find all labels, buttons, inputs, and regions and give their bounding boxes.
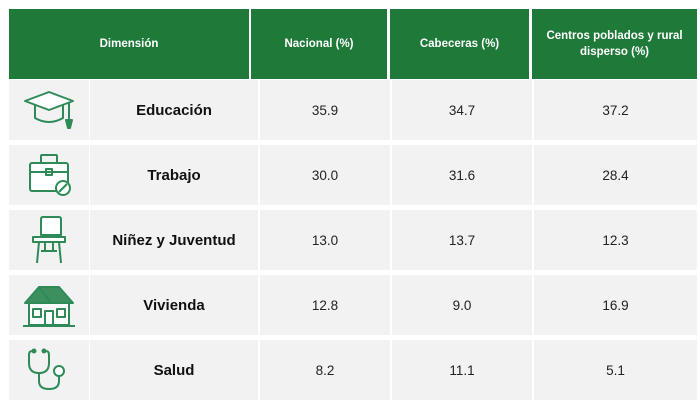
header-nacional: Nacional (%) bbox=[251, 9, 387, 79]
centros-value: 28.4 bbox=[534, 145, 697, 205]
table-row: Trabajo 30.0 31.6 28.4 bbox=[9, 145, 697, 205]
centros-value: 5.1 bbox=[534, 340, 697, 400]
table-row: Educación 35.9 34.7 37.2 bbox=[9, 80, 697, 140]
nacional-value: 30.0 bbox=[260, 145, 390, 205]
cabeceras-value: 34.7 bbox=[392, 80, 532, 140]
briefcase-icon bbox=[29, 154, 71, 196]
nacional-value: 12.8 bbox=[260, 275, 390, 335]
dimension-label: Niñez y Juventud bbox=[90, 210, 258, 270]
table-row: Salud 8.2 11.1 5.1 bbox=[9, 340, 697, 400]
icon-cell bbox=[9, 275, 89, 335]
table-row: Vivienda 12.8 9.0 16.9 bbox=[9, 275, 697, 335]
table-row: Niñez y Juventud 13.0 13.7 12.3 bbox=[9, 210, 697, 270]
graduation-cap-icon bbox=[24, 91, 74, 129]
nacional-value: 8.2 bbox=[260, 340, 390, 400]
nacional-value: 13.0 bbox=[260, 210, 390, 270]
centros-value: 16.9 bbox=[534, 275, 697, 335]
icon-cell bbox=[9, 210, 89, 270]
cabeceras-value: 31.6 bbox=[392, 145, 532, 205]
cabeceras-value: 11.1 bbox=[392, 340, 532, 400]
centros-value: 37.2 bbox=[534, 80, 697, 140]
stethoscope-icon bbox=[28, 348, 65, 390]
icon-cell bbox=[9, 145, 89, 205]
header-centros: Centros poblados y rural disperso (%) bbox=[532, 9, 697, 79]
centros-value: 12.3 bbox=[534, 210, 697, 270]
cabeceras-value: 13.7 bbox=[392, 210, 532, 270]
dimension-label: Trabajo bbox=[90, 145, 258, 205]
header-cabeceras: Cabeceras (%) bbox=[390, 9, 529, 79]
nacional-value: 35.9 bbox=[260, 80, 390, 140]
cabeceras-value: 9.0 bbox=[392, 275, 532, 335]
dimension-label: Vivienda bbox=[90, 275, 258, 335]
school-desk-icon bbox=[32, 216, 66, 264]
dimension-label: Educación bbox=[90, 80, 258, 140]
icon-cell bbox=[9, 340, 89, 400]
icon-cell bbox=[9, 80, 89, 140]
house-icon bbox=[23, 286, 75, 327]
dimension-label: Salud bbox=[90, 340, 258, 400]
header-dimension: Dimensión bbox=[9, 9, 249, 79]
